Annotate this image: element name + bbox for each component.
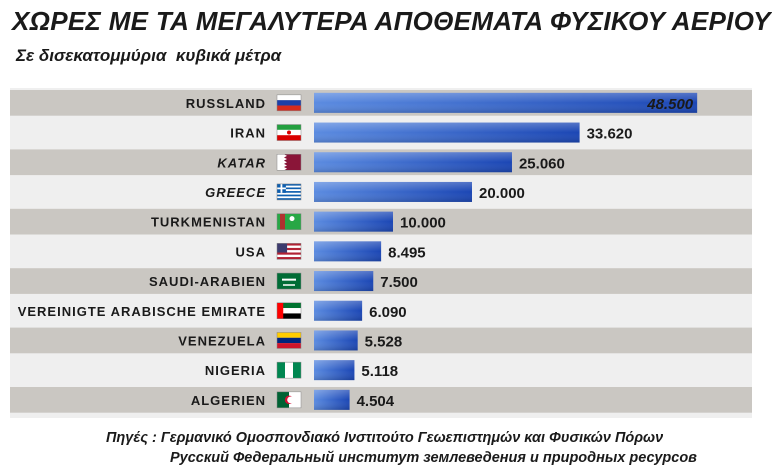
row-stripe [10,387,752,413]
category-label-algerien: ALGERIEN [191,393,266,408]
iran-flag-icon [276,124,302,141]
bar-greece [314,181,472,202]
bar-chart: RUSSLAND 48.500 IRAN 33.620 KATAR 25.060 GREEC… [10,90,752,413]
value-label-venezuela: 5.528 [365,333,403,350]
chart-subtitle: Σε δισεκατομμύρια κυβικά μέτρα [16,46,282,65]
row-stripe [10,268,752,294]
value-label-greece: 20.000 [479,185,525,202]
value-label-algerien: 4.504 [357,393,395,410]
value-label-vereinigte-arabische-emirate: 6.090 [369,304,407,321]
category-label-turkmenistan: TURKMENISTAN [151,215,266,230]
bar-russland [314,92,698,113]
qatar-flag-icon [276,154,302,171]
bar-venezuela [314,330,358,351]
greece-flag-icon [276,183,302,201]
saudi-arabia-flag-icon [276,272,302,290]
source-line-1: Πηγές : Γερμανικό Ομοσπονδιακό Ινστιτούτ… [106,430,664,446]
category-label-vereinigte-arabische-emirate: VEREINIGTE ARABISCHE EMIRATE [18,304,266,319]
category-label-saudi-arabien: SAUDI-ARABIEN [149,274,266,289]
category-label-russland: RUSSLAND [186,96,266,111]
value-label-usa: 8.495 [388,244,426,261]
bar-usa [314,241,382,262]
source-line-2: Русский Федеральный институт землеведени… [170,450,697,466]
value-label-saudi-arabien: 7.500 [380,274,418,291]
value-label-nigeria: 5.118 [361,363,398,380]
usa-flag-icon [276,243,302,260]
value-label-russland: 48.500 [646,96,694,113]
algeria-flag-icon [276,391,302,409]
uae-flag-icon [276,302,302,319]
chart-panel: RUSSLAND 48.500 IRAN 33.620 KATAR 25.060 GREEC… [10,88,752,418]
nigeria-flag-icon [276,361,302,379]
turkmenistan-flag-icon [276,213,302,230]
category-label-greece: GREECE [205,185,266,200]
bar-iran [314,122,580,143]
value-label-iran: 33.620 [587,126,633,143]
bar-nigeria [314,360,355,381]
category-label-katar: KATAR [217,155,266,170]
category-label-nigeria: NIGERIA [205,363,266,378]
value-label-turkmenistan: 10.000 [400,215,446,232]
page-title: ΧΩΡΕΣ ΜΕ ΤΑ ΜΕΓΑΛΥΤΕΡΑ ΑΠΟΘΕΜΑΤΑ ΦΥΣΙΚΟΥ… [12,6,771,36]
bar-katar [314,152,512,173]
bar-turkmenistan [314,211,393,232]
category-label-iran: IRAN [230,126,266,141]
row-stripe [10,327,752,354]
bar-vereinigte-arabische-emirate [314,300,363,321]
bar-saudi-arabien [314,271,374,292]
russia-flag-icon [276,94,302,112]
sources-footer: Πηγές : Γερμανικό Ομοσπονδιακό Ινστιτούτ… [10,424,772,476]
value-label-katar: 25.060 [519,155,565,172]
bar-algerien [314,389,350,410]
category-label-venezuela: VENEZUELA [178,333,266,348]
category-label-usa: USA [236,244,266,259]
venezuela-flag-icon [276,332,302,349]
